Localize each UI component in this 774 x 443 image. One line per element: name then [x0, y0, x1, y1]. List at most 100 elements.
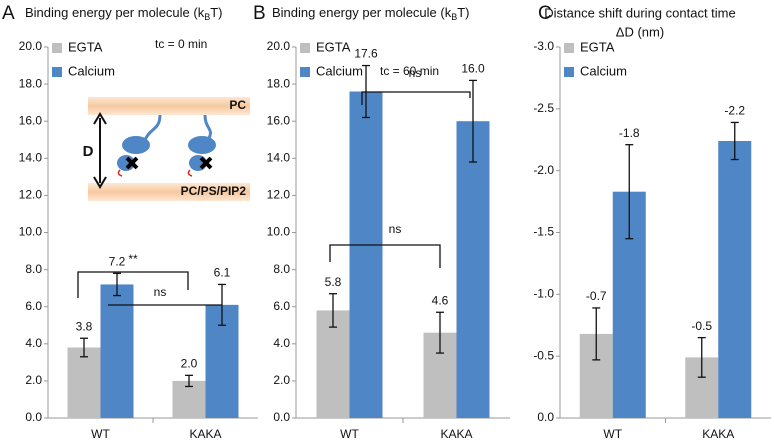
mutation-mark: [125, 156, 213, 170]
significance-bracket: [77, 271, 189, 298]
y-tick-label: 6.0: [273, 299, 290, 313]
legend-label: Calcium: [580, 63, 627, 78]
value-label: 6.1: [214, 266, 231, 280]
legend-label: Calcium: [316, 63, 363, 78]
value-label: 7.2: [109, 254, 126, 268]
legend-label: EGTA: [316, 39, 351, 54]
error-bar: [469, 79, 477, 163]
arrow-heads: [93, 112, 107, 189]
bar: [316, 310, 350, 418]
error-bar: [592, 307, 601, 361]
value-label: -1.8: [619, 126, 640, 140]
panel-letter: B: [253, 3, 266, 24]
legend-swatch: [564, 67, 574, 77]
y-tick-label: -2.5: [533, 101, 554, 115]
x-tick-label: KAKA: [702, 427, 734, 441]
error-bar: [113, 272, 121, 297]
chart-title: Binding energy per molecule (kBT): [272, 5, 470, 22]
error-bar: [436, 311, 444, 354]
inset-diagram: [88, 97, 250, 201]
title-subscript: B: [451, 12, 457, 22]
y-tick-label: -3.0: [533, 39, 554, 53]
error-bar: [625, 144, 634, 240]
y-tick-label: 8.0: [25, 262, 42, 276]
bar: [349, 91, 383, 419]
legend-swatch: [300, 43, 310, 53]
significance-bracket: [361, 91, 471, 105]
legend-swatch: [564, 43, 574, 53]
chart-title: Binding energy per molecule (kBT): [25, 5, 223, 22]
significance-label: ns: [409, 66, 422, 80]
diagram-label: PC: [229, 98, 246, 112]
chart-title-line2: ΔD (nm): [616, 24, 664, 39]
y-tick-label: 16.0: [267, 113, 291, 127]
y-tick-label: 4.0: [25, 336, 42, 350]
bar: [100, 284, 134, 418]
value-label: 16.0: [461, 62, 485, 76]
significance-label: **: [128, 252, 138, 266]
y-tick-label: 2.0: [25, 373, 42, 387]
y-tick-label: 16.0: [19, 113, 43, 127]
y-tick-label: 20.0: [267, 39, 291, 53]
title-end: T): [457, 5, 469, 20]
x-tick-label: WT: [91, 427, 110, 441]
significance-bracket: [329, 244, 441, 268]
y-tick-label: 4.0: [273, 336, 290, 350]
value-label: -0.7: [586, 289, 607, 303]
y-tick-label: 18.0: [267, 76, 291, 90]
y-tick-label: 18.0: [19, 76, 43, 90]
y-tick-label: -1.5: [533, 225, 554, 239]
title-text: Binding energy per molecule (k: [272, 5, 452, 20]
y-tick-label: -0.5: [533, 348, 554, 362]
error-bar: [329, 293, 337, 328]
subtitle: tc = 60 min: [380, 64, 439, 78]
y-tick-label: 2.0: [273, 373, 290, 387]
legend-swatch: [300, 67, 310, 77]
legend-label: Calcium: [68, 63, 115, 78]
bar: [456, 121, 490, 418]
value-label: 17.6: [354, 47, 378, 61]
y-tick-label: 12.0: [19, 188, 43, 202]
legend-swatch: [52, 67, 62, 77]
y-tick-label: 6.0: [25, 299, 42, 313]
diagram-label: PC/PS/PIP2: [181, 184, 247, 198]
subtitle: tc = 0 min: [155, 37, 207, 51]
panel-letter: C: [538, 3, 552, 24]
value-label: -2.2: [724, 104, 745, 118]
y-tick-label: 0.0: [25, 410, 42, 424]
x-tick-label: WT: [603, 427, 622, 441]
legend-label: EGTA: [68, 39, 103, 54]
value-label: 3.8: [76, 319, 93, 333]
linker: [203, 114, 212, 141]
linker: [143, 114, 162, 141]
y-tick-label: 20.0: [19, 39, 43, 53]
y-tick-label: 10.0: [19, 225, 43, 239]
x-tick-label: WT: [340, 427, 359, 441]
legend-label: EGTA: [580, 39, 615, 54]
value-label: -0.5: [691, 319, 712, 333]
value-label: 4.6: [432, 293, 449, 307]
title-text: Binding energy per molecule (k: [25, 5, 205, 20]
title-subscript: B: [204, 12, 210, 22]
title-end: T): [210, 5, 222, 20]
diagram-label: D: [83, 143, 94, 160]
membrane-top: [88, 97, 250, 115]
y-tick-label: 0.0: [273, 410, 290, 424]
calcium-site: [117, 169, 193, 177]
bar: [67, 347, 101, 418]
y-tick-label: 0.0: [537, 410, 554, 424]
protein: [122, 136, 150, 154]
significance-label: ns: [389, 222, 402, 236]
bar: [718, 140, 752, 418]
error-bar: [697, 336, 706, 378]
significance-label: ns: [154, 285, 167, 299]
error-bar: [730, 121, 739, 161]
y-tick-label: 8.0: [273, 262, 290, 276]
legend-swatch: [52, 43, 62, 53]
value-label: 5.8: [325, 275, 342, 289]
y-tick-label: 12.0: [267, 188, 291, 202]
y-tick-label: 14.0: [19, 150, 43, 164]
value-label: 2.0: [181, 357, 198, 371]
y-tick-label: 10.0: [267, 225, 291, 239]
